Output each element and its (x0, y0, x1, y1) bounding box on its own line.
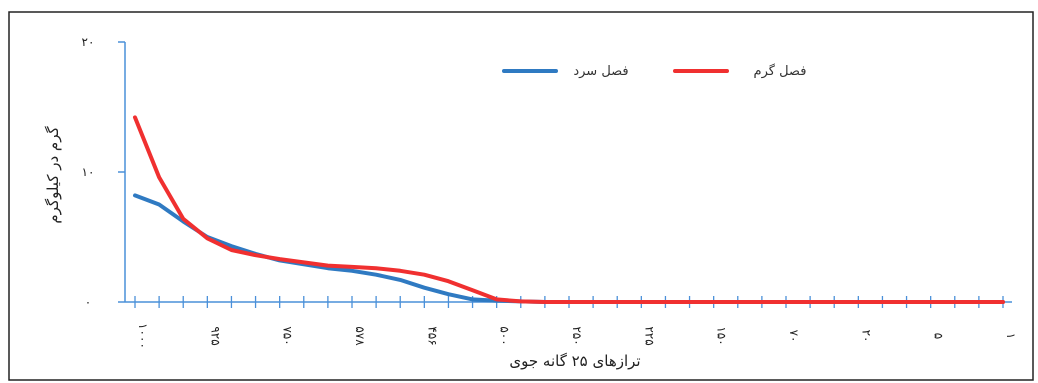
y-axis-title: گرم در کیلوگرم (44, 126, 62, 224)
chart-border (8, 11, 1034, 381)
x-tick-label: ۲۵۰ (570, 326, 584, 345)
x-axis-title: ترازهای ۲۵ گانه جوی (509, 352, 640, 370)
x-tick-label: ۱۵۰ (715, 326, 729, 345)
series-lines (133, 115, 1005, 304)
legend-label: فصل سرد (573, 64, 628, 79)
x-tick-label: ۹۲۵ (208, 326, 222, 345)
legend: فصل سرد فصل گرم (502, 63, 807, 79)
legend-label: فصل گرم (754, 63, 807, 79)
series-line-cold (133, 193, 1005, 304)
axes (124, 42, 1012, 303)
x-tick-label: ۱۰۰۰ (136, 323, 150, 349)
y-ticks: ۰ ۱۰ ۲۰ (82, 35, 125, 309)
x-tick-label: ۲۲۵ (642, 326, 656, 345)
x-tick-label: ۵۷۸ (353, 326, 367, 346)
x-tick-label: ۵ (932, 333, 946, 339)
y-tick-label: ۰ (85, 295, 91, 309)
x-tick-label: ۴۵۶ (425, 326, 439, 345)
x-tick-label: ۵۰۰ (498, 326, 512, 345)
x-tick-label: ۲۰ (859, 330, 873, 343)
x-tick-labels: ۱۰۰۰ ۹۲۵ ۷۵۰ ۵۷۸ ۴۵۶ ۵۰۰ ۲۵۰ ۲۲۵ ۱۵۰ ۷۰ ۲۰ ۵ ۱ (136, 323, 1018, 349)
x-tick-label: ۱ (1004, 333, 1018, 339)
x-tick-label: ۷۵۰ (281, 326, 295, 345)
x-tick-label: ۷۰ (787, 330, 801, 343)
y-tick-label: ۲۰ (82, 35, 95, 49)
y-tick-label: ۱۰ (82, 165, 95, 179)
series-line-warm (133, 115, 1005, 304)
